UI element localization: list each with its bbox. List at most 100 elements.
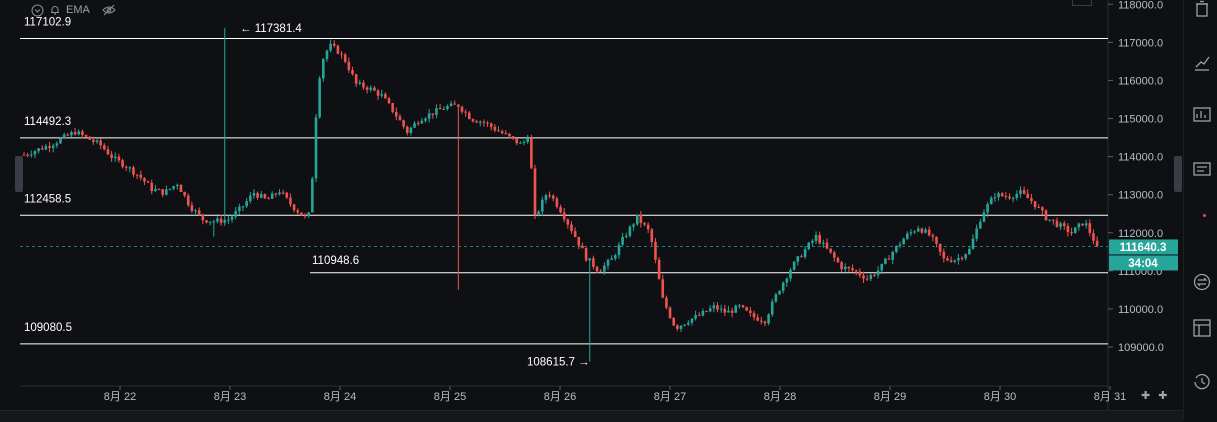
candle-down	[927, 229, 931, 236]
swap-icon[interactable]	[1191, 271, 1213, 293]
trend-chart-icon[interactable]	[1191, 52, 1213, 74]
y-tick-label: 118000.0	[1118, 0, 1163, 11]
indicator-label[interactable]: EMA	[66, 4, 90, 16]
candle-down	[858, 271, 862, 276]
candle-up	[1077, 223, 1081, 228]
horizontal-levels: 117102.9 114492.3 112458.5 110948.6 109080.5	[20, 16, 1108, 345]
candle-down	[373, 87, 376, 91]
candle-up	[617, 244, 621, 256]
candle-down	[887, 258, 891, 260]
high-marker-label: ← 117381.4	[240, 23, 302, 35]
candle-up	[409, 127, 413, 134]
candle-down	[468, 112, 471, 120]
candle-up	[165, 189, 168, 195]
candle-up	[37, 148, 40, 152]
candle-down	[340, 53, 343, 55]
candle-down	[190, 205, 194, 212]
screen-icon[interactable]	[1191, 159, 1213, 181]
candle-down	[460, 106, 464, 112]
candle-down	[73, 132, 77, 135]
bell-icon[interactable]	[48, 3, 62, 17]
candle-up	[727, 310, 730, 313]
history-icon[interactable]	[1191, 371, 1213, 393]
candle-up	[869, 274, 873, 280]
candle-up	[526, 138, 529, 142]
candle-down	[296, 210, 300, 213]
candle-up	[964, 254, 967, 259]
indicator-toolbar: EMA	[30, 2, 116, 18]
x-tick-label: 8月 28	[764, 391, 796, 403]
candle-down	[48, 146, 51, 148]
candle-down	[1044, 210, 1048, 221]
candle-up	[876, 270, 880, 276]
y-tick-label: 110000.0	[1118, 304, 1163, 316]
candle-down	[938, 243, 942, 252]
pane-toggle-button[interactable]	[1072, 0, 1092, 6]
candle-down	[825, 242, 829, 249]
candle-down	[256, 193, 259, 198]
candle-down	[40, 148, 44, 150]
candle-down	[26, 154, 29, 156]
eye-hidden-icon[interactable]	[102, 3, 116, 17]
candle-down	[562, 212, 566, 220]
left-collapse-handle[interactable]	[15, 156, 23, 192]
candle-down	[489, 123, 493, 127]
candle-down	[161, 189, 164, 195]
time-axis: 8月 22 8月 23 8月 24 8月 25 8月 26 8月 27 8月 28 8月 29…	[104, 386, 1126, 403]
axis-settings[interactable]: ✚✚	[1141, 389, 1175, 402]
candle-down	[862, 275, 865, 279]
candle-up	[588, 258, 592, 261]
collapse-icon[interactable]	[30, 3, 44, 17]
candle-up	[278, 192, 281, 195]
candle-down	[818, 234, 821, 244]
candle-down	[391, 103, 394, 112]
level-label: 109080.5	[24, 322, 72, 334]
candle-down	[81, 131, 84, 136]
candle-up	[238, 206, 241, 212]
indicator-panel-icon[interactable]	[1191, 104, 1213, 126]
delete-icon[interactable]	[1191, 0, 1213, 20]
candle-up	[884, 258, 887, 264]
candle-down	[745, 307, 748, 311]
candle-up	[683, 324, 686, 326]
candle-up	[208, 221, 212, 223]
candle-down	[179, 184, 183, 192]
candle-down	[132, 167, 135, 175]
layout-icon[interactable]	[1191, 317, 1213, 339]
candle-up	[427, 113, 431, 119]
candle-down	[836, 257, 840, 263]
candle-down	[281, 192, 285, 194]
level-label: 110948.6	[312, 255, 359, 267]
candle-down	[150, 182, 154, 192]
candle-down	[833, 252, 836, 258]
candle-down	[289, 197, 292, 205]
candle-up	[953, 260, 957, 262]
scale-icon[interactable]: ✚	[1141, 390, 1159, 402]
candle-down	[201, 214, 205, 221]
candle-down	[497, 130, 500, 132]
candle-down	[840, 262, 843, 270]
candle-up	[541, 199, 544, 212]
candle-up	[811, 240, 814, 243]
candle-up	[986, 204, 989, 213]
candle-down	[1062, 223, 1066, 226]
candle-down	[548, 195, 551, 197]
candle-up	[1015, 193, 1019, 198]
candle-down	[292, 204, 296, 211]
zoom-icon[interactable]: ✚	[1158, 390, 1176, 402]
candle-down	[438, 108, 442, 110]
candle-up	[738, 305, 741, 307]
x-tick-label: 8月 24	[324, 391, 356, 403]
alert-dot	[1203, 214, 1206, 217]
right-collapse-handle[interactable]	[1174, 156, 1182, 192]
candle-down	[595, 266, 599, 272]
candle-down	[1026, 193, 1030, 199]
candle-up	[1048, 219, 1051, 221]
candle-down	[395, 111, 398, 117]
candle-up	[227, 219, 230, 221]
candle-up	[792, 261, 796, 270]
candle-up	[95, 140, 99, 142]
candle-down	[946, 258, 949, 261]
candle-up	[113, 156, 117, 158]
